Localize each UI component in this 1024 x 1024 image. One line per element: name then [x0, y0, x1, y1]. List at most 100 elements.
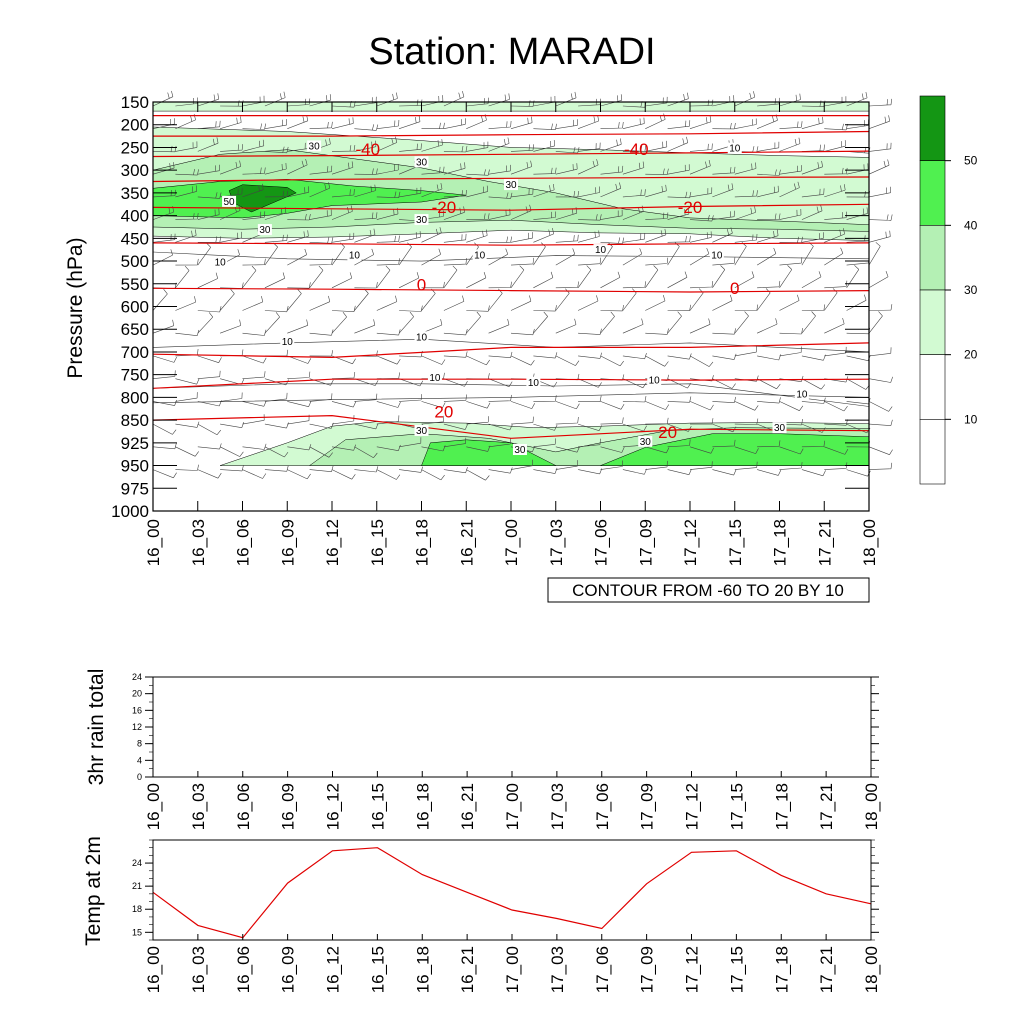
- wind-barb-95: [264, 312, 280, 334]
- wind-barb-16: [152, 469, 177, 479]
- wind-label-bg-6: [257, 224, 272, 236]
- wind-barb-82: [242, 414, 265, 425]
- wind-barb-111: [287, 288, 302, 311]
- isotherm--40: [152, 150, 870, 158]
- temp-y-label: Temp at 2m: [82, 836, 105, 946]
- wind-contour-label: 10: [282, 337, 294, 348]
- wind-barb-298: [533, 305, 557, 312]
- info-text: CONTOUR FROM -60 TO 20 BY 10: [572, 581, 844, 600]
- wind-barb-83: [242, 443, 267, 450]
- wind-barb-364: [622, 248, 643, 266]
- wind-barb-338: [578, 438, 601, 448]
- wind-barb-376: [645, 140, 668, 152]
- wind-barb-165: [354, 378, 379, 386]
- x-tick-label: 17_21: [817, 783, 836, 830]
- wind-barb-559: [868, 446, 893, 455]
- wind-barb-244: [466, 229, 488, 243]
- isotherm-20: [152, 414, 870, 439]
- y-tick-label: 15: [132, 927, 142, 937]
- wind-barb-440: [712, 439, 736, 448]
- isotherm-10: [152, 342, 870, 359]
- wind-barb-292: [533, 167, 557, 175]
- wind-barb-227: [443, 233, 467, 243]
- wind-barb-348: [600, 271, 621, 289]
- wind-barb-434: [712, 294, 733, 311]
- wind-barb-409: [689, 115, 712, 129]
- wind-barb-557: [868, 401, 893, 412]
- wind-barb-142: [331, 232, 355, 243]
- wind-label-bg-0: [307, 140, 322, 152]
- x-tick-label: 16_12: [324, 783, 343, 830]
- wind-barb-103: [287, 114, 309, 129]
- wind-barb-448: [734, 233, 758, 243]
- wind-barb-235: [443, 423, 468, 430]
- wind-barb-401: [667, 311, 682, 334]
- x-tick-label: 16_18: [413, 783, 432, 830]
- wind-barb-30: [175, 392, 198, 402]
- x-tick-label: 17_09: [638, 783, 657, 830]
- wind-barb-521: [824, 346, 847, 357]
- wind-contour-label: 30: [416, 157, 428, 168]
- contour-labels: 30 30 10 30 50 30 30 10 10 10 10 10 10 10 10 10 10 10 30 30…: [213, 140, 809, 456]
- wind-barb-431: [712, 227, 733, 243]
- wind-barb-36: [197, 137, 219, 152]
- x-tick-label: 16_21: [458, 783, 477, 830]
- wind-barb-354: [600, 417, 624, 425]
- wind-barb-458: [734, 461, 758, 470]
- wind-barb-195: [398, 272, 420, 289]
- x-tick-label: 16_00: [144, 519, 163, 566]
- info-box: [547, 577, 870, 603]
- wind-label-bg-16: [647, 374, 662, 386]
- wind-barb-64: [220, 392, 243, 402]
- wind-barb-319: [555, 401, 580, 410]
- wind-barb-281: [510, 295, 532, 311]
- wind-barb-223: [443, 145, 468, 153]
- wind-barb-499: [801, 232, 824, 243]
- x-tick-label: 17_03: [547, 519, 566, 566]
- wind-barb-214: [421, 319, 443, 334]
- wind-barb-130: [309, 350, 333, 357]
- wind-barb-549: [868, 214, 893, 221]
- wind-label-bg-20: [638, 435, 653, 447]
- wind-contour-label: 10: [595, 245, 607, 256]
- wind-barb-421: [689, 401, 714, 411]
- wind-contour-label: 10: [349, 251, 361, 262]
- wind-barb-251: [466, 401, 491, 409]
- wind-barb-236: [443, 437, 467, 448]
- wind-barb-365: [622, 281, 646, 289]
- wind-barb-146: [331, 312, 347, 334]
- wind-barb-118: [287, 469, 311, 480]
- wind-barb-91: [264, 234, 288, 243]
- wind-barb-387: [645, 401, 670, 410]
- wind-barb-343: [600, 165, 624, 175]
- wind-barb-324: [577, 115, 599, 129]
- wind-contour-label: 10: [528, 378, 540, 389]
- wind-barb-218: [421, 415, 445, 425]
- wind-barb-178: [376, 265, 391, 288]
- wind-barb-475: [757, 469, 782, 476]
- wind-barb-481: [779, 208, 802, 220]
- wind-barb-140: [331, 188, 355, 198]
- wind-barb-249: [466, 355, 490, 366]
- wind-barb-269: [488, 423, 513, 431]
- cross-section-axes: 1502002503003504004505005506006507007508…: [111, 93, 879, 566]
- wind-barb-290: [533, 123, 557, 130]
- wind-barb-555: [868, 347, 892, 357]
- wind-barb-129: [309, 329, 334, 336]
- wind-barb-137: [331, 117, 354, 129]
- isotherm--30: [152, 176, 870, 183]
- wind-barb-322: [555, 460, 578, 470]
- wind-barb-139: [331, 161, 354, 175]
- x-tick-label: 16_03: [189, 783, 208, 830]
- wind-barb-101: [264, 465, 289, 472]
- wind-label-bg-21: [772, 422, 787, 434]
- wind-barb-265: [488, 318, 510, 334]
- wind-barb-513: [824, 167, 848, 175]
- cross-section-panel: 30 30 10 30 50 30 30 10 10 10 10 10 10 10 10 10 10 10 30 30…: [64, 90, 893, 566]
- wind-barb-138: [331, 145, 356, 152]
- wind-barb-539: [846, 378, 870, 390]
- x-tick-label: 16_15: [368, 783, 387, 830]
- wind-barb-463: [757, 185, 779, 198]
- wind-barb-438: [712, 396, 736, 403]
- wind-barb-181: [376, 355, 401, 365]
